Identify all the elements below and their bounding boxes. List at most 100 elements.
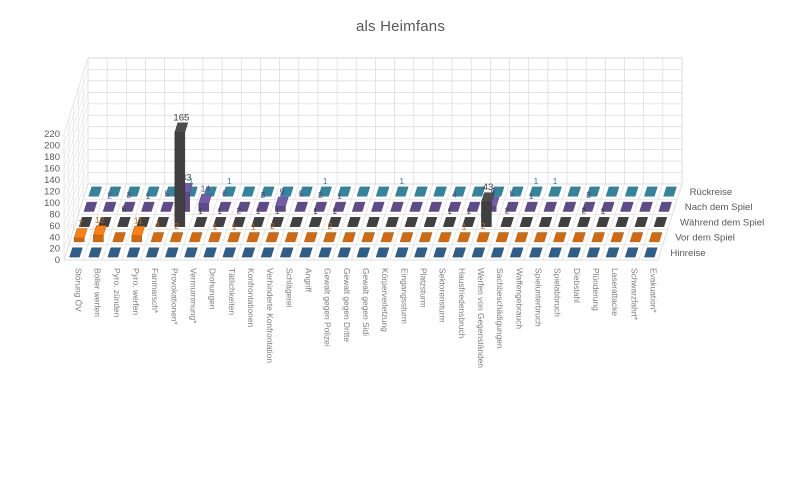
bar (284, 232, 299, 243)
bar (581, 201, 596, 212)
bar (299, 186, 313, 197)
side-wall-grid (63, 57, 89, 261)
bar (466, 201, 481, 212)
bar (500, 217, 514, 227)
bar (198, 193, 213, 212)
bar (232, 217, 246, 227)
bar (481, 192, 495, 227)
bar (375, 186, 390, 197)
data-label: 14 (201, 184, 211, 194)
bar (107, 186, 122, 197)
bar (150, 232, 165, 243)
bar (227, 232, 241, 243)
y-tick-label: 100 (44, 198, 60, 209)
data-label: 1 (553, 176, 558, 186)
x-tick-label: Störung ÖV (74, 268, 84, 312)
data-label: 1 (529, 191, 534, 201)
data-label: 5 (299, 189, 304, 199)
bar (303, 232, 318, 243)
bar (586, 186, 601, 197)
bar (553, 232, 567, 243)
bar (327, 217, 342, 227)
data-label: 12 (95, 215, 105, 225)
data-label: 2 (327, 221, 332, 231)
data-label: 1 (217, 206, 222, 216)
data-label: 2 (236, 206, 241, 216)
bar (624, 247, 639, 258)
x-tick-label: Provokationen* (169, 268, 179, 326)
legend-label[interactable]: Vor dem Spiel (675, 233, 735, 244)
bar (624, 186, 639, 197)
bar (524, 201, 538, 212)
data-label: 1 (466, 206, 471, 216)
x-tick-label: Diebstahl (572, 268, 582, 303)
data-label: 1 (323, 176, 328, 186)
bar (97, 217, 112, 227)
bar (390, 201, 404, 212)
x-tick-label: Pyro. zünden (112, 268, 122, 318)
bar (409, 201, 423, 212)
legend-label[interactable]: Nach dem Spiel (685, 202, 753, 213)
data-label: 3 (260, 190, 265, 200)
data-label: 3 (126, 190, 131, 200)
bar (457, 232, 471, 243)
x-tick-label: Fanmarsch* (150, 268, 160, 314)
y-tick-label: 180 (44, 152, 60, 163)
bar (69, 247, 83, 258)
x-tick-label: Gewalt gegen Sidi (361, 268, 371, 336)
data-label: 1 (447, 206, 452, 216)
bar (212, 217, 227, 227)
bar (548, 247, 562, 258)
bar (395, 186, 409, 197)
data-label: 1 (337, 191, 342, 201)
x-tick-label: Pyro. werfen (131, 268, 141, 315)
x-tick-label: Gewalt gegen Dritte (342, 268, 352, 342)
bar (78, 217, 93, 227)
bar (313, 201, 328, 212)
bar (404, 217, 419, 227)
bar (533, 232, 548, 243)
bar (418, 232, 433, 243)
bar (361, 232, 375, 243)
bar (189, 232, 203, 243)
data-label: 1 (601, 206, 606, 216)
bar (131, 225, 146, 243)
bar (347, 217, 361, 227)
bar (193, 217, 208, 227)
chart-legend: Rückreise Nach dem Spiel Während dem Spiel… (670, 187, 764, 259)
legend-label[interactable]: Rückreise (690, 187, 733, 198)
x-tick-label: Böller werfen (93, 268, 103, 317)
bar (658, 201, 672, 212)
legend-label[interactable]: Hinreise (670, 248, 705, 259)
bar (452, 247, 466, 258)
back-wall-grid (87, 57, 683, 185)
x-tick-label: Hausfriedensbruch (457, 268, 467, 339)
bar (371, 201, 385, 212)
bar (620, 201, 634, 212)
bar (246, 232, 260, 243)
bar (241, 186, 256, 197)
bar (634, 217, 649, 227)
bar (629, 232, 644, 243)
bar (600, 201, 615, 212)
bar (251, 217, 265, 227)
data-label: 2 (505, 206, 510, 216)
y-tick-label: 120 (44, 186, 60, 197)
bar (342, 232, 356, 243)
bar (596, 217, 610, 227)
bar (490, 247, 505, 258)
data-label: 165 (173, 112, 189, 123)
bar (337, 186, 352, 197)
bar (644, 186, 658, 197)
data-label: 6 (122, 203, 127, 213)
bar (471, 186, 486, 197)
data-label: 5 (165, 189, 170, 199)
data-label: 1 (256, 206, 261, 216)
legend-label[interactable]: Während dem Spiel (680, 217, 764, 228)
bar (121, 201, 136, 212)
x-tick-label: Spielunterbruch (533, 268, 543, 327)
bar (414, 186, 428, 197)
bar (567, 247, 581, 258)
